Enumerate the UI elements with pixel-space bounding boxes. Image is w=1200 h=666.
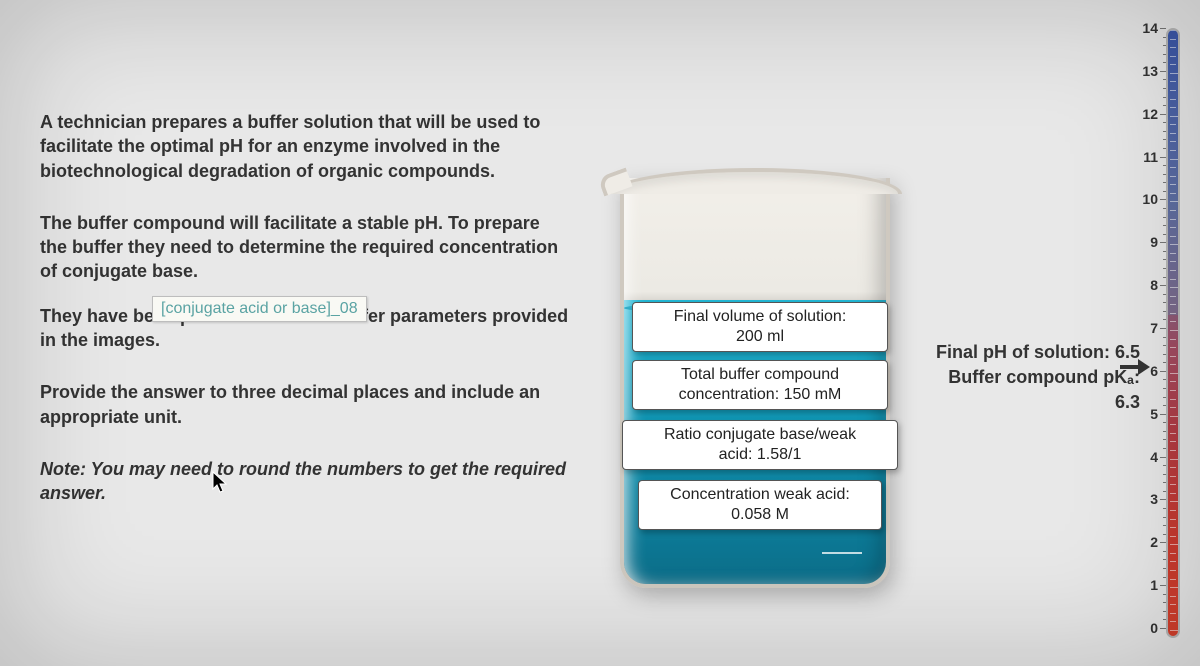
card-line: Final volume of solution: [643,307,877,327]
ph-scale-label: 1 [1134,577,1158,593]
ph-arrow-icon [1120,358,1148,376]
ph-scale-tube [1166,28,1180,638]
ph-scale-label: 7 [1134,320,1158,336]
ph-scale-label: 3 [1134,491,1158,507]
card-ratio: Ratio conjugate base/weak acid: 1.58/1 [622,420,898,470]
paragraph-4: Provide the answer to three decimal plac… [40,380,570,429]
ph-pka-line: Buffer compound pKₐ: 6.3 [920,365,1140,415]
card-line: acid: 1.58/1 [633,445,887,465]
card-line: 200 ml [643,327,877,347]
ph-scale-label: 11 [1134,149,1158,165]
paragraph-1: A technician prepares a buffer solution … [40,110,570,183]
card-line: 0.058 M [649,505,871,525]
card-line: concentration: 150 mM [643,385,877,405]
ph-scale-label: 13 [1134,63,1158,79]
card-line: Total buffer compound [643,365,877,385]
card-weak-acid: Concentration weak acid: 0.058 M [638,480,882,530]
ph-scale-label: 9 [1134,234,1158,250]
paragraph-2: The buffer compound will facilitate a st… [40,211,570,284]
ph-scale-label: 12 [1134,106,1158,122]
hover-tooltip: [conjugate acid or base]_08 [152,296,367,322]
card-final-volume: Final volume of solution: 200 ml [632,302,888,352]
ph-final-line: Final pH of solution: 6.5 [920,340,1140,365]
ph-scale-label: 2 [1134,534,1158,550]
ph-scale: 14131211109876543210 [1144,28,1180,638]
ph-scale-label: 4 [1134,449,1158,465]
ph-scale-label: 5 [1134,406,1158,422]
stage: A technician prepares a buffer solution … [0,0,1200,666]
ph-scale-label: 10 [1134,191,1158,207]
note-paragraph: Note: You may need to round the numbers … [40,457,570,506]
ph-scale-label: 14 [1134,20,1158,36]
ph-info-text: Final pH of solution: 6.5 Buffer compoun… [920,340,1140,416]
ph-scale-label: 0 [1134,620,1158,636]
card-line: Ratio conjugate base/weak [633,425,887,445]
card-line: Concentration weak acid: [649,485,871,505]
ph-scale-label: 8 [1134,277,1158,293]
card-total-buffer: Total buffer compound concentration: 150… [632,360,888,410]
